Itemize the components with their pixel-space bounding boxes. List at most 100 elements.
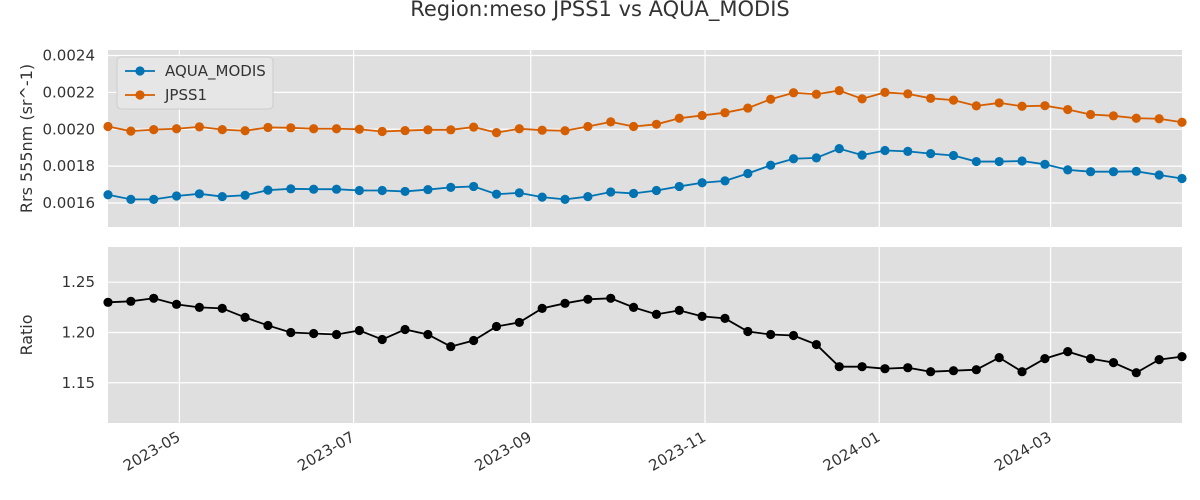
data-point	[217, 303, 227, 313]
data-point	[514, 317, 524, 328]
y-tick-label: 0.0016	[43, 194, 96, 212]
data-point	[903, 146, 913, 157]
data-point	[651, 185, 662, 196]
data-point	[1108, 111, 1119, 121]
data-point	[628, 302, 639, 312]
data-point	[903, 89, 913, 99]
data-point	[811, 153, 821, 163]
data-point	[1063, 104, 1073, 115]
data-point	[1017, 156, 1027, 166]
data-point	[1017, 367, 1027, 377]
data-point	[720, 176, 730, 186]
data-point	[971, 156, 981, 167]
data-point	[1154, 170, 1164, 180]
data-point	[240, 126, 250, 136]
data-point	[240, 312, 250, 322]
data-point	[880, 145, 890, 156]
plot-area-ratio	[108, 247, 1182, 423]
legend-marker	[135, 90, 145, 100]
data-point	[926, 149, 936, 159]
series-jpss1	[103, 85, 1187, 138]
series-ratio	[103, 293, 1187, 378]
data-point	[948, 150, 959, 161]
data-point	[377, 334, 387, 345]
data-point	[766, 329, 776, 340]
data-point	[1108, 358, 1119, 368]
data-point	[286, 327, 296, 338]
data-point	[309, 184, 319, 194]
data-point	[469, 335, 479, 346]
data-point	[103, 190, 113, 200]
y-tick-label: 0.0022	[43, 83, 96, 101]
x-tick-label: 2023-09	[471, 428, 534, 475]
data-point	[560, 194, 570, 204]
data-point	[697, 110, 707, 121]
data-point	[171, 124, 182, 134]
data-point	[400, 186, 410, 197]
data-point	[1017, 101, 1027, 111]
data-point	[1131, 368, 1141, 378]
data-point	[309, 124, 319, 134]
y-axis-label: Rrs 555nm (sr^-1)	[17, 64, 36, 213]
y-tick-label: 1.25	[62, 273, 95, 291]
data-point	[994, 353, 1004, 363]
data-point	[446, 182, 456, 192]
data-point	[811, 339, 821, 350]
legend-box	[116, 56, 274, 110]
data-point	[354, 124, 364, 134]
data-point	[766, 160, 776, 170]
y-tick-label: 1.20	[62, 323, 95, 341]
data-point	[1063, 346, 1073, 357]
legend-label: AQUA_MODIS	[165, 62, 266, 81]
data-point	[537, 303, 547, 313]
data-point	[628, 188, 639, 199]
data-point	[423, 329, 433, 340]
data-point	[194, 189, 204, 199]
data-point	[651, 309, 662, 319]
data-point	[994, 156, 1004, 167]
data-point	[149, 293, 159, 303]
data-point	[1154, 114, 1164, 124]
y-tick-label: 0.0018	[43, 157, 96, 175]
data-point	[583, 294, 593, 304]
data-point	[537, 125, 547, 135]
data-point	[377, 185, 387, 196]
data-point	[1177, 117, 1187, 127]
data-point	[217, 125, 227, 135]
data-point	[606, 117, 616, 127]
y-tick-label: 0.0024	[43, 47, 96, 65]
data-point	[697, 311, 707, 321]
data-point	[651, 119, 662, 129]
data-point	[309, 328, 319, 339]
data-point	[423, 184, 433, 195]
data-point	[1131, 166, 1141, 176]
data-point	[857, 362, 867, 372]
data-point	[126, 126, 136, 136]
data-point	[446, 125, 456, 135]
x-tick-label: 2023-11	[646, 428, 709, 475]
data-point	[834, 362, 844, 372]
panel-ratio: 1.15 1.20 1.25 Ratio	[17, 247, 1187, 423]
data-point	[560, 126, 570, 136]
panel-rrs: 0.0016 0.0018 0.0020 0.0022 0.0024 Rrs 555nm …	[17, 47, 1187, 227]
data-point	[217, 191, 227, 202]
data-point	[583, 191, 593, 202]
data-point	[126, 296, 136, 306]
data-point	[811, 89, 821, 99]
data-point	[400, 324, 410, 335]
data-point	[263, 185, 273, 195]
data-point	[1040, 354, 1050, 364]
data-point	[194, 302, 204, 312]
data-point	[171, 299, 182, 309]
data-point	[263, 122, 273, 133]
data-point	[331, 184, 342, 194]
x-tick-label: 2023-05	[120, 428, 183, 475]
plot-area-rrs	[108, 50, 1182, 227]
data-point	[149, 194, 159, 204]
data-point	[1086, 167, 1096, 177]
data-point	[1063, 165, 1073, 175]
data-point	[263, 320, 273, 331]
data-point	[788, 330, 799, 341]
data-point	[240, 190, 250, 200]
